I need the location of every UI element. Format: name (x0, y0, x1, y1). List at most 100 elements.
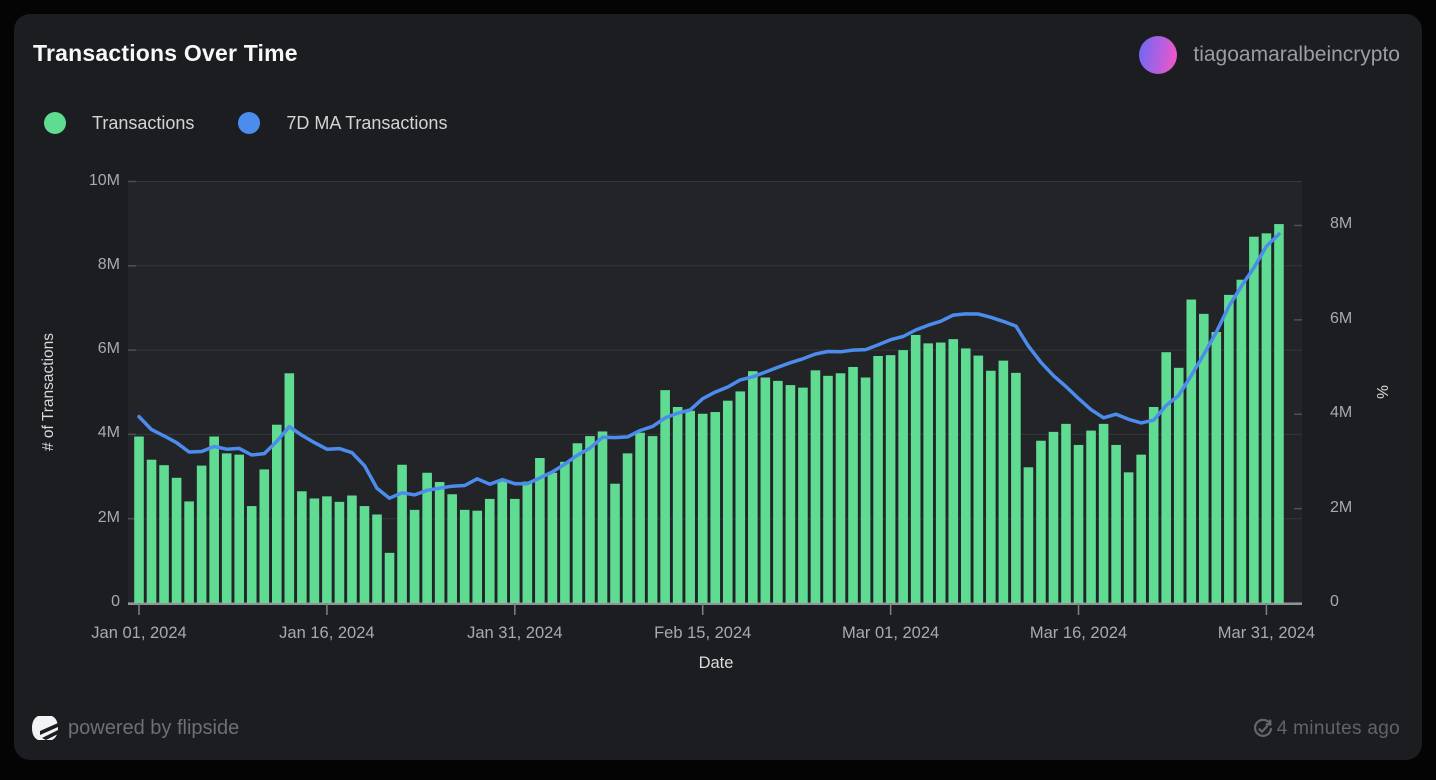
transactions-bar (1173, 367, 1184, 603)
transactions-bar (798, 387, 808, 603)
transactions-bar (810, 370, 821, 603)
transactions-bar (184, 501, 194, 603)
transactions-bar (322, 496, 332, 603)
y-left-tick-label: 4M (97, 424, 120, 442)
x-tick-label: Jan 31, 2024 (467, 624, 563, 642)
transactions-bar (547, 472, 558, 603)
refresh-check-icon[interactable] (1251, 717, 1275, 741)
transactions-bar (935, 342, 946, 603)
username[interactable]: tiagoamaralbeincrypto (1193, 43, 1400, 66)
transactions-bar (597, 431, 608, 603)
transactions-bar (848, 366, 858, 603)
transactions-bar (1224, 294, 1234, 603)
transactions-bar (397, 464, 407, 603)
x-tick-label: Jan 01, 2024 (91, 624, 187, 642)
transactions-bar (585, 436, 595, 603)
transactions-bar (497, 480, 508, 603)
transactions-bar (1261, 233, 1272, 604)
y-right-tick-label: 6M (1330, 309, 1353, 327)
transactions-bar (647, 436, 658, 603)
transactions-bar (459, 509, 470, 603)
transactions-bar (472, 510, 483, 603)
transactions-bar (910, 334, 921, 603)
transactions-bar (384, 552, 395, 603)
transactions-bar (434, 482, 445, 603)
transactions-bar (259, 469, 270, 603)
transactions-bar (1274, 224, 1284, 603)
transactions-bar (171, 477, 182, 603)
transactions-bar (1198, 313, 1209, 603)
transactions-bar (159, 465, 169, 603)
transactions-bar (898, 350, 908, 603)
transactions-series-dot-icon (44, 112, 66, 134)
flipside-logo-icon (32, 716, 58, 740)
transactions-bar (196, 465, 207, 603)
transactions-chart-plot[interactable] (14, 14, 1422, 760)
transactions-bar (960, 348, 971, 603)
transactions-bar (334, 501, 345, 603)
x-axis-title: Date (698, 654, 734, 672)
transactions-bar (1098, 423, 1109, 603)
transactions-bar (660, 390, 670, 603)
y-left-tick-label: 2M (97, 508, 120, 526)
transactions-bar (1211, 331, 1222, 603)
chart-title: Transactions Over Time (33, 40, 298, 66)
powered-by-text: powered by flipside (68, 716, 240, 739)
transactions-bar (860, 377, 871, 603)
x-tick-label: Mar 16, 2024 (1029, 624, 1128, 642)
y-right-tick-label: 8M (1330, 215, 1353, 233)
transactions-bar (409, 509, 420, 603)
transactions-bar (635, 432, 645, 603)
transactions-bar (309, 498, 320, 603)
transactions-bar (998, 360, 1009, 603)
transactions-bar (297, 491, 307, 603)
powered-by-flipside-link[interactable]: powered by flipside (28, 711, 239, 745)
transactions-bar (447, 494, 457, 603)
legend-label: 7D MA Transactions (286, 112, 448, 133)
transactions-bar (697, 413, 708, 603)
transactions-bar (522, 481, 533, 603)
transactions-bar (246, 506, 257, 603)
7d-ma-line (137, 232, 1281, 500)
transactions-bar (572, 443, 583, 603)
y-left-tick-label: 8M (97, 255, 120, 273)
y-left-tick-label: 0 (111, 593, 120, 610)
transactions-bar (610, 483, 620, 603)
transactions-bar (372, 514, 382, 603)
transactions-bar (284, 373, 295, 603)
transactions-bar (484, 498, 495, 603)
transactions-bar (209, 436, 219, 603)
y-left-tick-label: 10M (88, 171, 120, 189)
transactions-bar (535, 458, 545, 603)
transactions-bar (1148, 407, 1159, 603)
transactions-bar (234, 454, 245, 603)
legend-item-transactions[interactable]: Transactions (44, 112, 194, 134)
transactions-bar (1036, 440, 1046, 603)
y-right-tick-label: 0 (1330, 593, 1339, 610)
transactions-bar (1249, 236, 1259, 604)
transactions-bar (835, 373, 846, 603)
transactions-bar (722, 400, 733, 603)
transactions-bar (873, 356, 883, 603)
transactions-bar (685, 410, 695, 603)
transactions-bar (622, 453, 633, 603)
user-avatar[interactable] (1139, 36, 1178, 74)
ma-series-dot-icon (238, 112, 261, 134)
legend-item-7d-ma-transactions[interactable]: 7D MA Transactions (238, 112, 447, 134)
transactions-bar (1011, 372, 1021, 603)
transactions-bar (1061, 423, 1071, 603)
account-badge[interactable]: tiagoamaralbeincrypto (1139, 35, 1400, 75)
transactions-bar (672, 407, 683, 603)
transactions-bar (1136, 454, 1146, 603)
transactions-bar (1123, 472, 1134, 603)
transactions-bar (785, 385, 796, 603)
last-updated: 4 minutes ago (1251, 717, 1400, 741)
transactions-bar (735, 391, 746, 603)
x-tick-label: Mar 01, 2024 (841, 624, 940, 642)
transactions-bar (973, 355, 984, 603)
transactions-bar (1073, 444, 1084, 603)
chart-legend: Transactions 7D MA Transactions (44, 112, 447, 134)
y-right-tick-label: 2M (1330, 498, 1353, 516)
transactions-bar (986, 370, 996, 603)
transactions-bar (923, 343, 934, 603)
